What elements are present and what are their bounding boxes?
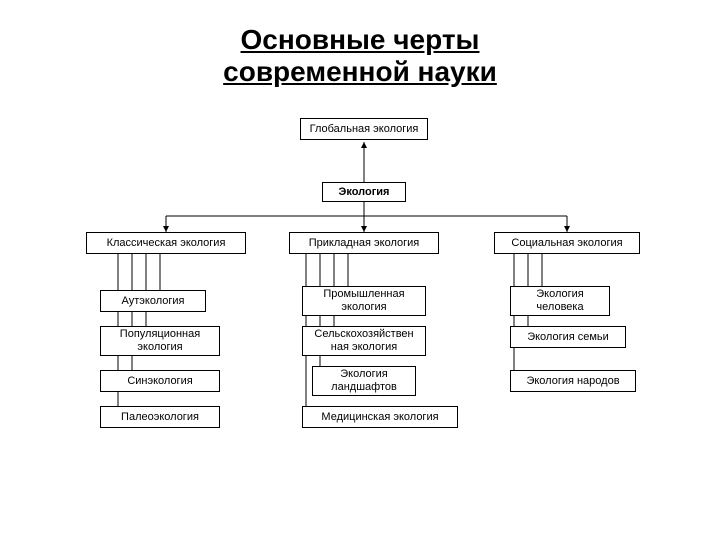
node-aut: Аутэкология	[100, 290, 206, 312]
node-applied: Прикладная экология	[289, 232, 439, 254]
node-family: Экология семьи	[510, 326, 626, 348]
node-pop: Популяционная экология	[100, 326, 220, 356]
node-paleo: Палеоэкология	[100, 406, 220, 428]
node-peoples: Экология народов	[510, 370, 636, 392]
slide: Основные черты современной науки	[0, 0, 720, 540]
node-agri: Сельскохозяйствен​ная экология	[302, 326, 426, 356]
node-classic: Классическая экология	[86, 232, 246, 254]
ecology-diagram: Глобальная экология Экология Классическа…	[0, 0, 720, 540]
node-ecology: Экология	[322, 182, 406, 202]
node-med: Медицинская экология	[302, 406, 458, 428]
edges-svg	[0, 0, 720, 540]
node-social: Социальная экология	[494, 232, 640, 254]
node-land: Экология ландшафтов	[312, 366, 416, 396]
node-global: Глобальная экология	[300, 118, 428, 140]
node-ind: Промышленная экология	[302, 286, 426, 316]
node-human: Экология человека	[510, 286, 610, 316]
node-sin: Синэкология	[100, 370, 220, 392]
